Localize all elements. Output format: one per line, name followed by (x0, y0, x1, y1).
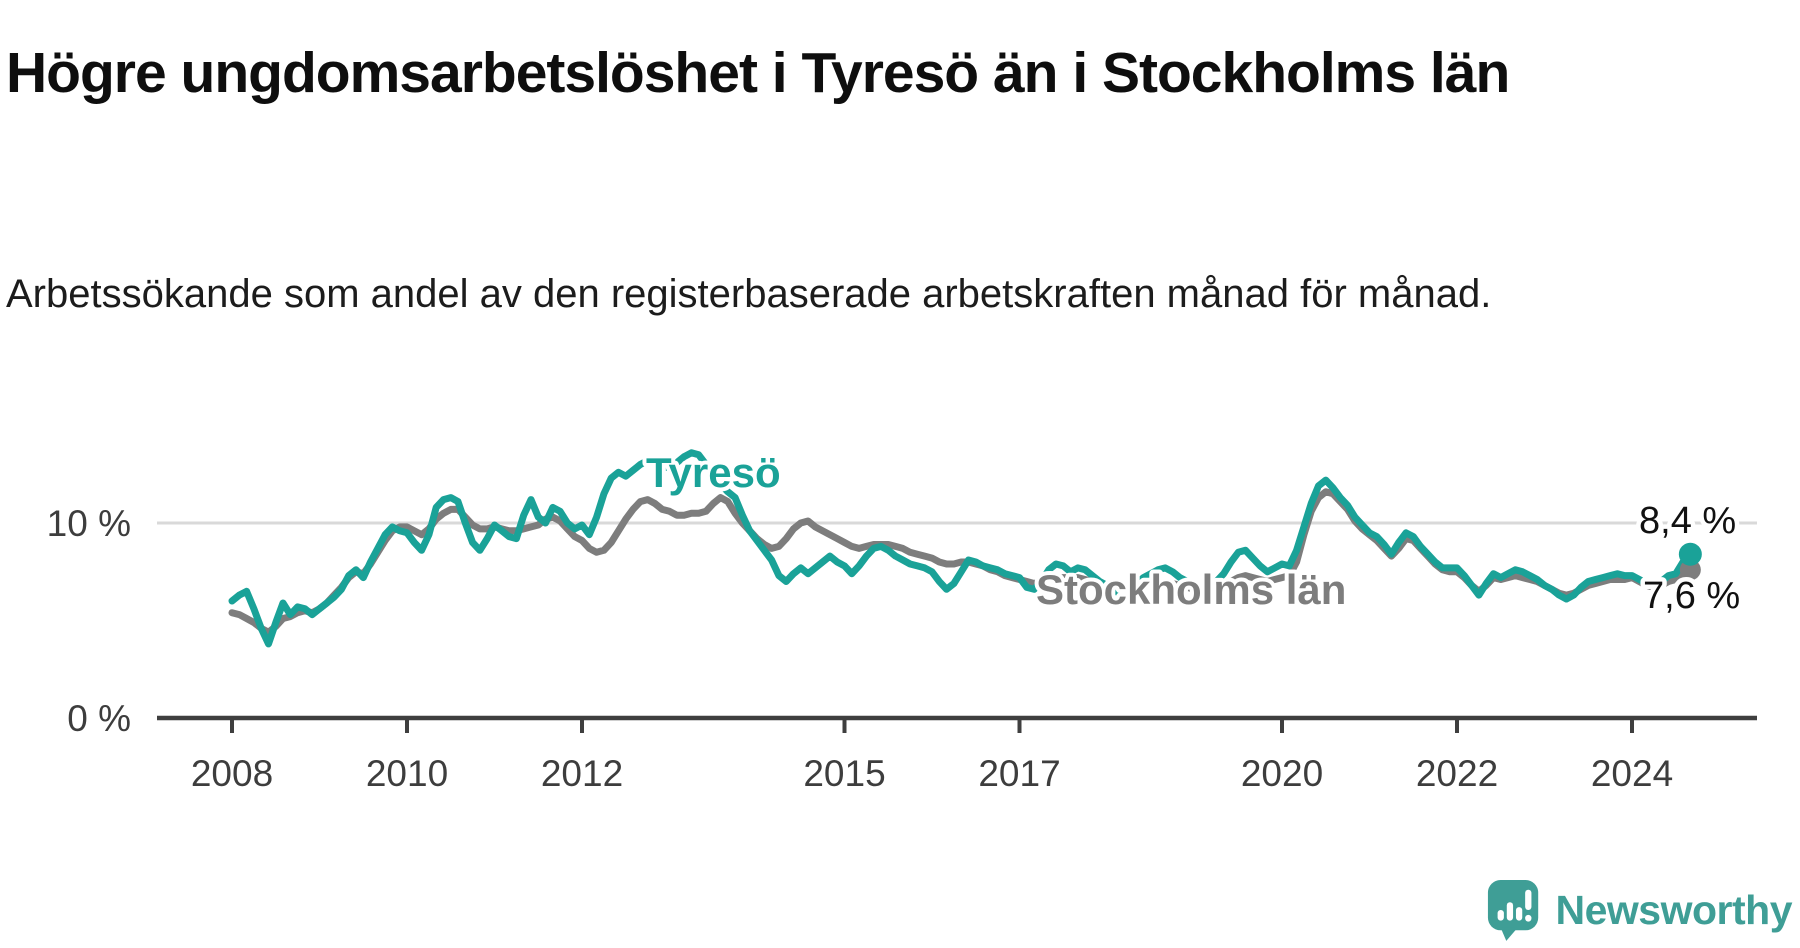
x-tick-label: 2022 (1416, 753, 1498, 794)
series-end-dot (1678, 542, 1702, 566)
x-tick-label: 2010 (366, 753, 448, 794)
x-tick-label: 2024 (1591, 753, 1673, 794)
x-tick-label: 2015 (803, 753, 885, 794)
logo-wordmark: Newsworthy (1555, 886, 1793, 933)
series-end-value-label: 7,6 % (1643, 575, 1740, 617)
y-tick-label: 10 % (47, 503, 131, 544)
series-line-stockholms-lan (228, 488, 1694, 636)
series-label: Tyresö (646, 449, 781, 496)
x-tick-label: 2017 (978, 753, 1060, 794)
chart-subtitle: Arbetssökande som andel av den registerb… (6, 272, 1492, 316)
x-tick-label: 2012 (541, 753, 623, 794)
series-end-value-label: 8,4 % (1639, 500, 1736, 542)
series-line-tyreso (228, 449, 1694, 648)
newsworthy-speech-bubble-bar-chart-icon (1487, 880, 1538, 941)
x-tick-label: 2020 (1241, 753, 1323, 794)
series-label: Stockholms län (1036, 566, 1346, 613)
x-tick-label: 2008 (191, 753, 273, 794)
page-title: Högre ungdomsarbetslöshet i Tyresö än i … (6, 41, 1510, 106)
newsworthy-logo: Newsworthy (1486, 878, 1793, 942)
y-tick-label: 0 % (67, 698, 131, 739)
series-end-dot (1679, 559, 1701, 581)
